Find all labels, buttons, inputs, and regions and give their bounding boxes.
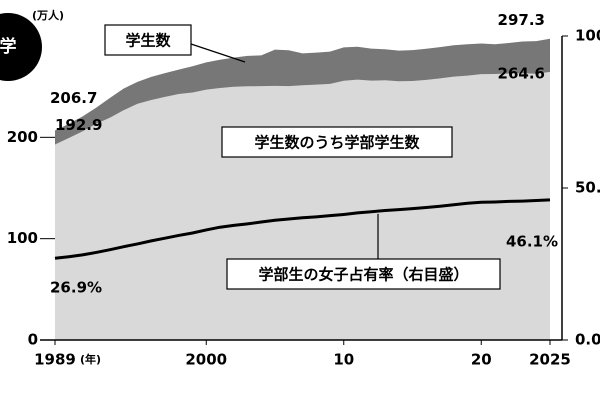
y-tick-label: 100 — [7, 229, 38, 247]
x-tick-label: 2000 — [185, 351, 227, 369]
x-tick-label: 2025 — [529, 351, 571, 369]
y2-tick-label: 100 — [575, 27, 600, 45]
y-tick-label: 0 — [28, 331, 38, 349]
legend-label: 学部生の女子占有率（右目盛） — [258, 266, 468, 284]
x-tick-label: 20 — [471, 351, 492, 369]
value-label: 26.9% — [50, 279, 102, 297]
value-label: 206.7 — [50, 89, 97, 107]
value-label: 297.3 — [498, 11, 545, 29]
x-unit: (年) — [80, 352, 101, 366]
badge-circle — [0, 13, 42, 81]
x-tick-label: 10 — [333, 351, 354, 369]
value-label: 46.1% — [506, 232, 558, 250]
value-label: 192.9 — [55, 116, 102, 134]
legend-label: 学生数のうち学部学生数 — [254, 134, 420, 152]
badge: 学 — [0, 36, 17, 57]
y-tick-label: 200 — [7, 128, 38, 146]
y2-tick-label: 50.0 — [575, 179, 600, 197]
leader-line — [190, 43, 246, 63]
legend-box — [226, 258, 501, 290]
y-unit: (万人) — [32, 8, 64, 22]
x-tick-label: 1989 — [34, 351, 76, 369]
line — [54, 198, 551, 260]
legend-box — [104, 24, 192, 56]
legend-box — [221, 126, 453, 158]
area — [55, 71, 550, 340]
legend-label: 学生数 — [125, 32, 171, 50]
value-label: 264.6 — [498, 64, 545, 82]
y2-tick-label: 0.0 — [575, 331, 600, 349]
